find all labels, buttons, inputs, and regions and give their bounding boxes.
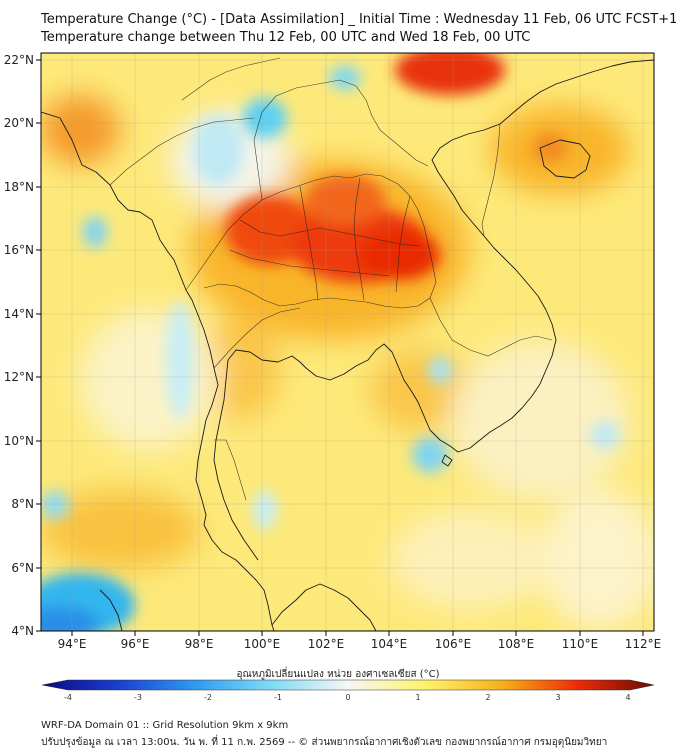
colorbar-tick: 4 (625, 693, 630, 702)
colorbar-tick: -2 (204, 693, 212, 702)
lon-label: 112°E (625, 637, 662, 651)
temperature-change-map: 22°N 20°N 18°N 16°N 14°N 12°N 10°N 8°N 6… (4, 52, 662, 651)
lon-label: 100°E (244, 637, 281, 651)
lon-label: 110°E (562, 637, 599, 651)
colorbar: -4 -3 -2 -1 0 1 2 3 4 (41, 679, 655, 702)
lat-label: 14°N (4, 307, 34, 321)
map-subtitle: Temperature change between Thu 12 Feb, 0… (41, 30, 531, 45)
lon-label: 106°E (435, 637, 472, 651)
map-title: Temperature Change (°C) - [Data Assimila… (41, 12, 676, 27)
colorbar-label: อุณหภูมิเปลี่ยนแปลง หน่วย องศาเซลเซียส (… (236, 669, 440, 680)
lat-label: 10°N (4, 434, 34, 448)
colorbar-tick: -4 (64, 693, 72, 702)
update-credit: ปรับปรุงข้อมูล ณ เวลา 13:00น. วัน พ. ที่… (41, 737, 608, 748)
colorbar-tick: -3 (134, 693, 142, 702)
lat-label: 6°N (11, 561, 34, 575)
lat-label: 8°N (11, 497, 34, 511)
model-info: WRF-DA Domain 01 :: Grid Resolution 9km … (41, 720, 289, 731)
lon-label: 102°E (308, 637, 345, 651)
colorbar-ramp (41, 679, 655, 691)
temperature-field (41, 53, 654, 631)
lon-label: 98°E (185, 637, 214, 651)
lat-label: 12°N (4, 370, 34, 384)
graticule (41, 53, 654, 631)
lat-label: 16°N (4, 243, 34, 257)
colorbar-tick: 1 (415, 693, 420, 702)
colorbar-tick: 2 (485, 693, 490, 702)
lon-label: 104°E (371, 637, 408, 651)
map-frame (40, 52, 655, 632)
lat-label: 4°N (11, 624, 34, 638)
lat-label: 20°N (4, 116, 34, 130)
colorbar-tick: -1 (274, 693, 282, 702)
lon-label: 94°E (58, 637, 87, 651)
lat-label: 18°N (4, 180, 34, 194)
admin-borders (109, 57, 553, 501)
lon-label: 96°E (121, 637, 150, 651)
colorbar-tick: 0 (345, 693, 350, 702)
lon-label: 108°E (498, 637, 535, 651)
colorbar-tick: 3 (555, 693, 560, 702)
lat-label: 22°N (4, 53, 34, 67)
